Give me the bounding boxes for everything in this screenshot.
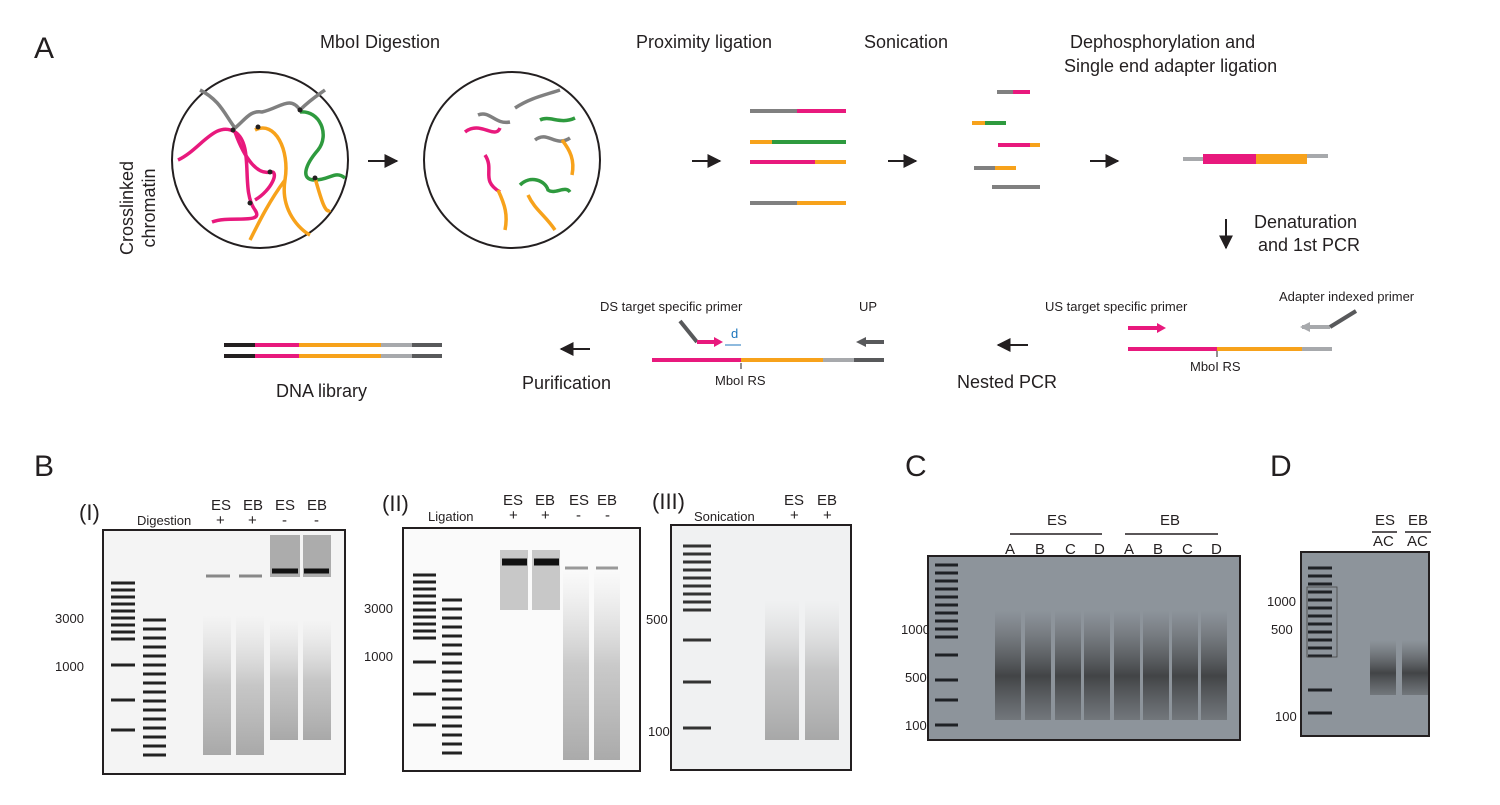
c-group-eb: EB	[1160, 512, 1180, 529]
gel2-lane-4: EB	[597, 492, 617, 509]
c-lane-label: A	[1124, 541, 1134, 558]
step-denat-label-1: Denaturation	[1254, 212, 1357, 232]
gel2-image	[402, 527, 641, 772]
panel-label-d: D	[1270, 450, 1292, 483]
gel3-sign-2: +	[823, 507, 832, 524]
c-lane-label: D	[1211, 541, 1222, 558]
step-dephos-label-1: Dephosphorylation and	[1070, 32, 1255, 52]
d-lane-bottom-1: AC	[1373, 533, 1394, 550]
purification-label: Purification	[522, 373, 611, 393]
gel1-sign-1: +	[216, 512, 225, 529]
gel2-roman: (II)	[382, 491, 409, 516]
panel-label-a: A	[34, 32, 54, 65]
gel2-lane-1: ES	[503, 492, 523, 509]
gel3-marker-100: 100	[648, 724, 670, 739]
c-lane-smear	[1025, 610, 1051, 720]
dna-library-diagram	[224, 343, 442, 358]
c-lane-smear	[1084, 610, 1110, 720]
us-primer-label: US target specific primer	[1045, 299, 1188, 314]
sonicated-fragments	[972, 90, 1040, 189]
c-lane-smear	[1143, 610, 1169, 720]
gel1-lane-3: ES	[275, 497, 295, 514]
gel1-lane-2: EB	[243, 497, 263, 514]
gel3-marker-500: 500	[646, 612, 668, 627]
gel3-image	[670, 524, 852, 771]
gel1-sign-4: -	[314, 512, 319, 529]
up-label: UP	[859, 299, 877, 314]
gel2-lane-3: ES	[569, 492, 589, 509]
first-pcr-product	[1128, 309, 1358, 357]
gel1-lane-4: EB	[307, 497, 327, 514]
digested-chromatin-diagram	[423, 71, 601, 249]
gel2-sign-2: +	[541, 507, 550, 524]
adapter-ligated-product	[1183, 154, 1328, 164]
d-lane-top-2: EB	[1408, 512, 1428, 529]
gel1-roman: (I)	[79, 500, 100, 525]
gel2-marker-3000: 3000	[364, 601, 393, 616]
panel-label-c: C	[905, 450, 927, 483]
d-label: d	[731, 326, 738, 341]
step-ligation-label: Proximity ligation	[636, 32, 772, 52]
c-lane-label: C	[1182, 541, 1193, 558]
c-lane-label: B	[1153, 541, 1163, 558]
gel-c-image	[927, 555, 1241, 741]
gel1-sign-3: -	[282, 512, 287, 529]
gel3-sign-1: +	[790, 507, 799, 524]
step-digestion-label: MboI Digestion	[320, 32, 440, 52]
gel2-sign-4: -	[605, 507, 610, 524]
gel1-marker-1000: 1000	[55, 659, 84, 674]
c-lane-smear	[995, 610, 1021, 720]
nested-pcr-product	[652, 319, 884, 369]
gel-d-image	[1300, 551, 1430, 737]
gel1-row-label: Digestion	[137, 513, 191, 528]
c-lane-label: B	[1035, 541, 1045, 558]
c-lane-label: A	[1005, 541, 1015, 558]
nested-pcr-label: Nested PCR	[957, 372, 1057, 392]
crosslinked-chromatin-diagram	[171, 71, 349, 249]
c-group-es: ES	[1047, 512, 1067, 529]
gel1-sign-2: +	[248, 512, 257, 529]
c-marker-1000: 1000	[901, 622, 930, 637]
gel1-image	[102, 529, 346, 775]
gel3-lane-2: EB	[817, 492, 837, 509]
gel2-sign-3: -	[576, 507, 581, 524]
gel1-marker-3000: 3000	[55, 611, 84, 626]
ligation-products	[750, 109, 846, 205]
c-lane-label: D	[1094, 541, 1105, 558]
crosslinked-label-1: Crosslinked	[117, 161, 137, 255]
gel2-row-label: Ligation	[428, 509, 474, 524]
mboi-rs-label-ds: MboI RS	[715, 373, 766, 388]
dna-library-label: DNA library	[276, 381, 367, 401]
c-lane-smear	[1055, 610, 1081, 720]
step-dephos-label-2: Single end adapter ligation	[1064, 56, 1277, 76]
gel1-lane-1: ES	[211, 497, 231, 514]
c-lane-smear	[1114, 610, 1140, 720]
mboi-rs-label-us: MboI RS	[1190, 359, 1241, 374]
crosslinked-label-2: chromatin	[139, 168, 159, 247]
d-marker-500: 500	[1271, 622, 1293, 637]
d-lane-bottom-2: AC	[1407, 533, 1428, 550]
ds-primer-label: DS target specific primer	[600, 299, 743, 314]
c-lane-label: C	[1065, 541, 1076, 558]
step-denat-label-2: and 1st PCR	[1258, 235, 1360, 255]
c-lane-smear	[1201, 610, 1227, 720]
adapter-primer-label: Adapter indexed primer	[1279, 289, 1415, 304]
step-sonication-label: Sonication	[864, 32, 948, 52]
d-marker-1000: 1000	[1267, 594, 1296, 609]
c-lane-smear	[1172, 610, 1198, 720]
gel3-roman: (III)	[652, 489, 685, 514]
gel2-lane-2: EB	[535, 492, 555, 509]
c-marker-500: 500	[905, 670, 927, 685]
d-lane-top-1: ES	[1375, 512, 1395, 529]
panel-label-b: B	[34, 450, 54, 483]
gel2-marker-1000: 1000	[364, 649, 393, 664]
c-marker-100: 100	[905, 718, 927, 733]
gel2-sign-1: +	[509, 507, 518, 524]
gel3-row-label: Sonication	[694, 509, 755, 524]
d-marker-100: 100	[1275, 709, 1297, 724]
gel3-lane-1: ES	[784, 492, 804, 509]
